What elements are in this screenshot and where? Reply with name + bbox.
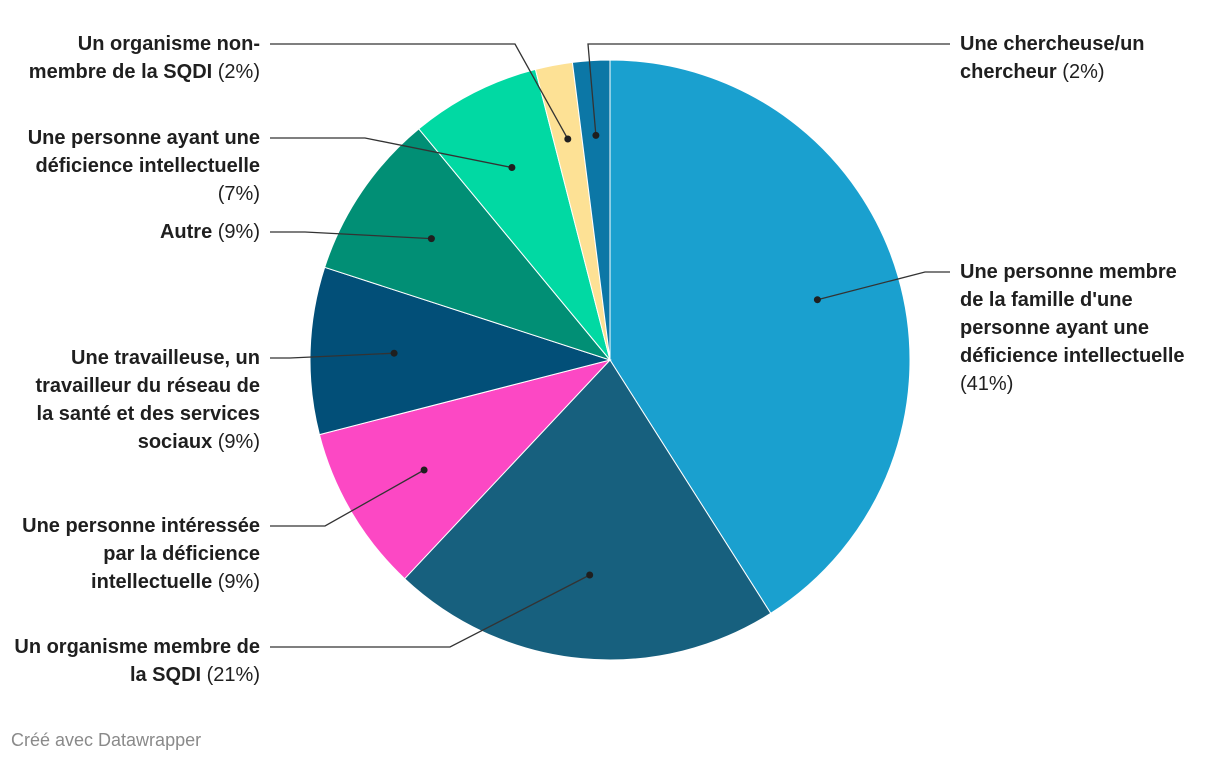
pie-slice-2 <box>318 359 612 580</box>
leader-dot-6 <box>564 135 572 143</box>
pie-slice-4 <box>324 128 612 362</box>
label-organisme-non-membre: Un organisme non-membre de la SQDI (2%) <box>28 33 260 83</box>
label-famille: Une personne membre de la famille d'une … <box>960 261 1185 395</box>
leader-line-6 <box>270 43 569 140</box>
leader-line-0 <box>817 271 950 301</box>
credit-text: Créé avec Datawrapper <box>11 730 202 750</box>
label-chercheur: Une chercheuse/un chercheur (2%) <box>960 33 1145 83</box>
leader-line-7 <box>587 43 950 136</box>
leader-dot-4 <box>427 235 435 243</box>
leader-dot-7 <box>592 131 600 139</box>
label-travailleur: Une travailleuse, un travailleur du rése… <box>35 347 260 453</box>
pie-slice-0 <box>609 59 911 614</box>
pie-slice-5 <box>418 68 611 361</box>
leader-line-4 <box>270 231 432 240</box>
pie-slice-7 <box>571 59 611 361</box>
pie-slice-1 <box>403 359 772 661</box>
label-personne-deficience: Une personne ayant une déficience intell… <box>27 127 260 205</box>
leader-line-3 <box>270 352 395 359</box>
leader-line-5 <box>270 137 513 169</box>
leader-dot-5 <box>508 164 516 171</box>
label-autre: Autre (9%) <box>159 221 260 243</box>
leader-dot-0 <box>813 296 821 304</box>
leader-dot-1 <box>586 571 594 579</box>
leader-dot-2 <box>420 466 428 474</box>
leader-line-2 <box>270 469 425 527</box>
leader-dot-3 <box>390 349 398 357</box>
label-personne-interessee: Une personne intéressée par la déficienc… <box>22 515 260 593</box>
leader-line-1 <box>270 574 590 648</box>
pie-slice-3 <box>309 266 612 436</box>
label-organisme-membre: Un organisme membre de la SQDI (21%) <box>14 636 260 686</box>
